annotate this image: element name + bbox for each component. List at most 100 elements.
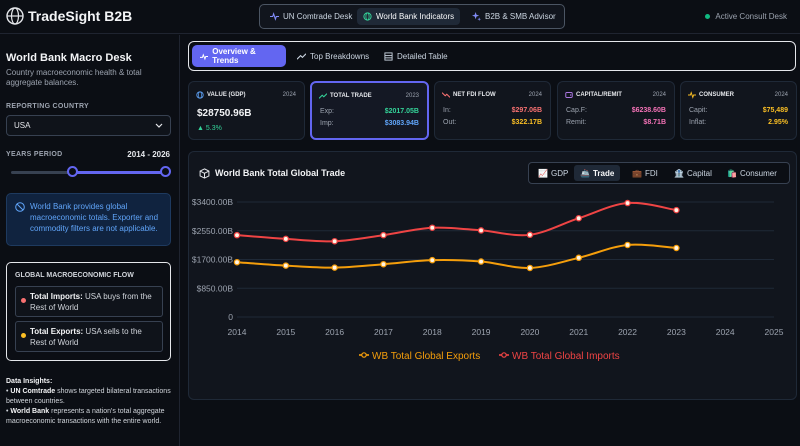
y-tick-label: 0 — [228, 312, 233, 322]
chart-icon: 📈 — [538, 168, 548, 178]
tab-world-bank[interactable]: World Bank Indicators — [357, 8, 461, 25]
chart-title: World Bank Total Global Trade — [215, 168, 346, 178]
card-row: Cap.F: $6238.60B — [566, 107, 666, 114]
bullet-icon — [21, 298, 26, 303]
data-point — [233, 231, 241, 239]
row-value: $75,489 — [762, 107, 788, 114]
globe-icon — [363, 12, 372, 21]
series-line — [236, 243, 677, 269]
card-row: Imp: $3083.94B — [320, 120, 419, 127]
insights-title: Data Insights: — [6, 378, 53, 385]
status-text: Active Consult Desk — [715, 12, 787, 21]
legend-label: WB Total Global Exports — [372, 351, 480, 362]
data-point — [477, 258, 485, 265]
sparkles-icon — [472, 12, 481, 21]
slider-handle-end[interactable] — [160, 166, 171, 177]
tab-label: FDI — [644, 168, 658, 178]
legend-marker — [501, 352, 507, 358]
x-tick-label: 2016 — [325, 327, 344, 337]
card-year: 2023 — [405, 93, 419, 99]
row-value: $3083.94B — [384, 120, 419, 127]
flow-item-bold: Total Exports: — [30, 327, 84, 336]
tab-top-breakdowns[interactable]: Top Breakdowns — [289, 45, 377, 67]
card-year: 2024 — [652, 92, 666, 98]
card-consumer[interactable]: CONSUMER 2024 Capit: $75,489 Inflat: 2.95% — [680, 81, 797, 140]
data-insights: Data Insights: • UN Comtrade shows targe… — [6, 378, 171, 425]
flow-item-imports: Total Imports: USA buys from the Rest of… — [15, 286, 163, 317]
card-gdp[interactable]: VALUE (GDP) 2024 $28750.96B ▲ 5.3% — [188, 81, 305, 140]
tab-b2b-advisor[interactable]: B2B & SMB Advisor — [466, 8, 562, 25]
data-point — [624, 199, 631, 207]
x-tick-label: 2018 — [423, 327, 442, 337]
tab-detailed-table[interactable]: Detailed Table — [376, 45, 456, 67]
trend-down-icon — [442, 92, 450, 98]
chart-tab-gdp[interactable]: 📈 GDP — [532, 165, 574, 181]
insight-bold: UN Comtrade — [10, 388, 56, 395]
legend-marker — [361, 352, 367, 358]
table-icon — [384, 51, 393, 61]
ship-icon: 🚢 — [580, 168, 590, 178]
insight-text: represents a nation's total aggregate ma… — [6, 408, 165, 425]
cube-icon — [199, 168, 210, 179]
tab-label: World Bank Indicators — [376, 12, 455, 21]
period-label: YEARS PERIOD — [6, 151, 63, 158]
data-point — [624, 241, 631, 249]
card-header: NET FDI FLOW — [442, 91, 496, 99]
top-nav: UN Comtrade Desk World Bank Indicators B… — [259, 4, 565, 29]
chart-tab-capital[interactable]: 🏦 Capital — [668, 165, 718, 181]
card-header: VALUE (GDP) — [196, 91, 246, 99]
chart-tab-consumer[interactable]: 🛍️ Consumer — [721, 165, 783, 181]
data-point — [429, 256, 436, 264]
tab-label: Trade — [592, 168, 615, 178]
slider-fill — [73, 171, 166, 174]
info-notice: World Bank provides global macroeconomic… — [6, 193, 171, 246]
country-select[interactable]: USA — [6, 115, 171, 136]
period-value: 2014 - 2026 — [127, 150, 170, 159]
card-fdi[interactable]: NET FDI FLOW 2024 In: $297.06B Out: $322.1… — [434, 81, 551, 140]
tab-label: Consumer — [739, 168, 777, 178]
tab-label: B2B & SMB Advisor — [485, 12, 556, 21]
row-value: $322.17B — [511, 119, 542, 126]
chart-up-icon — [297, 52, 306, 60]
pulse-icon — [688, 91, 696, 99]
data-point — [673, 206, 680, 214]
card-row: Inflat: 2.95% — [689, 119, 788, 126]
x-tick-label: 2022 — [618, 327, 637, 337]
row-value: $6238.60B — [631, 107, 666, 114]
info-icon — [15, 202, 25, 212]
chart-tab-trade[interactable]: 🚢 Trade — [574, 165, 621, 181]
globe-icon — [196, 91, 204, 99]
status-indicator: Active Consult Desk — [705, 12, 787, 21]
tab-label: GDP — [550, 168, 569, 178]
data-point — [282, 262, 290, 269]
app-title: TradeSight B2B — [28, 8, 133, 24]
tab-un-comtrade[interactable]: UN Comtrade Desk — [264, 8, 358, 25]
card-year: 2024 — [282, 92, 296, 98]
country-label: REPORTING COUNTRY — [6, 103, 90, 110]
card-trade[interactable]: TOTAL TRADE 2023 Exp: $2017.05B Imp: $3083… — [310, 81, 429, 140]
card-capital[interactable]: CAPITAL/REMIT 2024 Cap.F: $6238.60B Remit… — [557, 81, 675, 140]
card-title: CAPITAL/REMIT — [576, 92, 622, 98]
x-tick-label: 2021 — [569, 327, 588, 337]
trade-line-chart: 0 $850.00B $1700.00B $2550.00B $3400.00B 2014… — [192, 197, 784, 362]
row-value: $297.06B — [511, 107, 542, 114]
card-header: CONSUMER — [688, 91, 734, 99]
chart-tab-fdi[interactable]: 💼 FDI — [626, 165, 664, 181]
insight-bold: World Bank — [10, 408, 50, 415]
flow-item-bold: Total Imports: — [30, 292, 83, 301]
wallet-icon — [565, 92, 573, 98]
series-line — [236, 201, 677, 243]
row-label: Capit: — [689, 107, 708, 114]
flow-panel: GLOBAL MACROECONOMIC FLOW Total Imports:… — [6, 262, 171, 361]
x-tick-label: 2015 — [276, 327, 295, 337]
tab-overview[interactable]: Overview & Trends — [192, 45, 286, 67]
data-point — [526, 231, 534, 239]
data-point — [331, 237, 338, 245]
data-point — [575, 254, 582, 262]
row-label: Remit: — [566, 119, 587, 126]
sidebar-title: World Bank Macro Desk — [6, 52, 132, 64]
period-slider[interactable] — [11, 166, 171, 178]
x-tick-label: 2025 — [765, 327, 784, 337]
slider-handle-start[interactable] — [67, 166, 78, 177]
row-label: Exp: — [320, 108, 335, 115]
